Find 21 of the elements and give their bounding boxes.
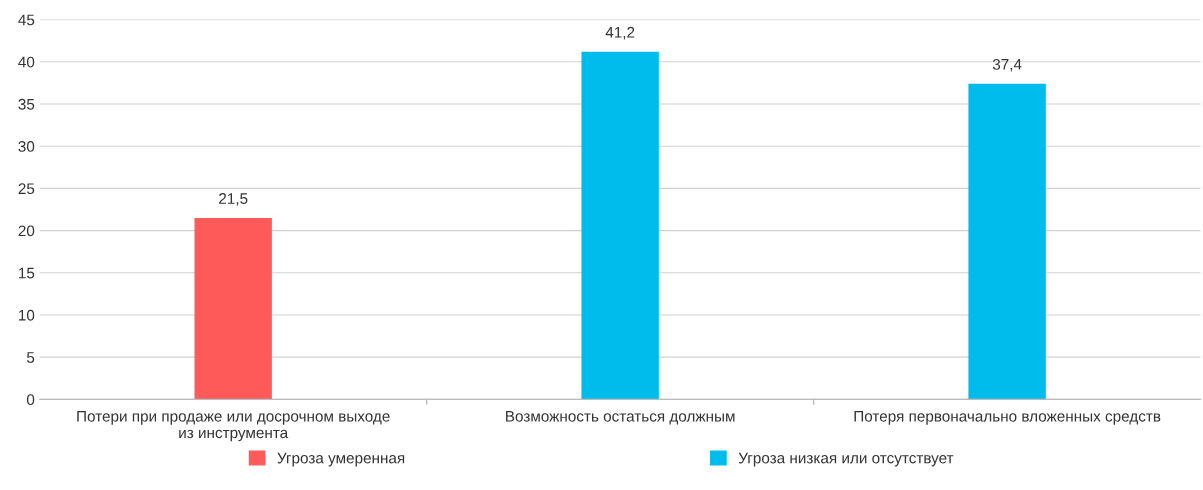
y-tick-label: 45 bbox=[18, 14, 35, 26]
y-tick-label: 40 bbox=[18, 56, 35, 68]
x-tick-label: Потери при продаже или досрочном выходе из инструмента bbox=[77, 411, 390, 442]
data-label: 21,5 bbox=[219, 193, 248, 206]
x-tick-label: Возможность остаться должным bbox=[506, 411, 735, 425]
bar bbox=[581, 51, 659, 400]
y-tick-label: 10 bbox=[19, 309, 35, 321]
y-tick-label: 0 bbox=[26, 394, 35, 406]
data-label: 37,4 bbox=[992, 58, 1022, 72]
y-tick-label: 15 bbox=[19, 267, 35, 279]
data-label: 41,2 bbox=[605, 26, 635, 40]
y-tick-label: 25 bbox=[18, 183, 35, 195]
legend-label: Угроза умеренная bbox=[277, 452, 405, 467]
y-tick-label: 20 bbox=[18, 225, 35, 237]
x-tick-label: Потеря первоначально вложенных средств bbox=[854, 411, 1161, 425]
y-tick-label: 35 bbox=[18, 98, 35, 110]
legend-label: Угроза низкая или отсутствует bbox=[738, 452, 954, 467]
y-tick-label: 5 bbox=[26, 352, 35, 363]
y-tick-label: 30 bbox=[18, 141, 35, 152]
bar bbox=[194, 217, 272, 400]
bar bbox=[968, 83, 1046, 400]
